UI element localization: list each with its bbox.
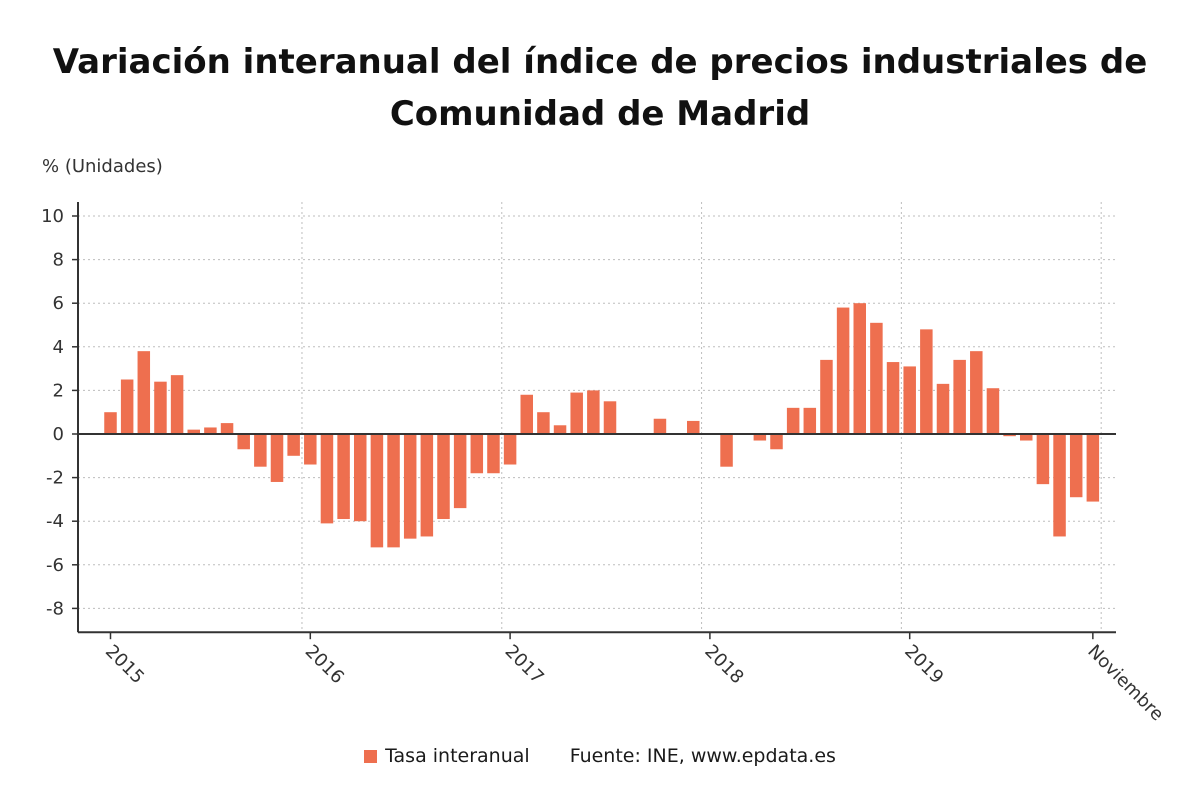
bar[interactable] bbox=[287, 434, 300, 456]
bar[interactable] bbox=[204, 427, 217, 434]
bar[interactable] bbox=[803, 407, 817, 434]
bar[interactable] bbox=[537, 412, 550, 434]
bar[interactable] bbox=[403, 434, 417, 539]
bar[interactable] bbox=[886, 362, 900, 434]
y-tick-labels: 10 8 6 4 2 0 -2 -4 -6 -8 bbox=[41, 206, 64, 619]
grid-lines bbox=[78, 202, 1116, 633]
bar[interactable] bbox=[587, 390, 600, 434]
bar[interactable] bbox=[487, 434, 500, 474]
y-tick-label: 4 bbox=[53, 337, 64, 358]
x-tick-label: Noviembre bbox=[1083, 641, 1167, 725]
bar[interactable] bbox=[170, 375, 184, 434]
legend-label: Tasa interanual bbox=[385, 745, 530, 767]
bar[interactable] bbox=[337, 434, 350, 520]
bar[interactable] bbox=[603, 401, 617, 434]
bar[interactable] bbox=[470, 434, 484, 474]
y-tick-label: -6 bbox=[46, 555, 64, 576]
bar[interactable] bbox=[970, 351, 983, 434]
bar[interactable] bbox=[270, 434, 284, 482]
legend-swatch bbox=[364, 749, 378, 763]
bar[interactable] bbox=[354, 434, 367, 522]
bar[interactable] bbox=[320, 434, 334, 524]
bar[interactable] bbox=[370, 434, 384, 548]
bar[interactable] bbox=[420, 434, 434, 537]
x-tick-label: 2017 bbox=[501, 641, 548, 688]
bar[interactable] bbox=[853, 303, 867, 434]
bar[interactable] bbox=[1036, 434, 1050, 485]
y-tick-label: -2 bbox=[46, 468, 64, 489]
bar[interactable] bbox=[1086, 434, 1100, 502]
bars bbox=[104, 303, 1100, 548]
bar[interactable] bbox=[503, 434, 517, 465]
y-axis-unit-label: % (Unidades) bbox=[42, 156, 163, 177]
bar[interactable] bbox=[1053, 434, 1066, 537]
y-tick-label: 0 bbox=[53, 424, 64, 445]
bar[interactable] bbox=[653, 418, 667, 434]
x-tick-label: 2018 bbox=[700, 641, 747, 688]
bar[interactable] bbox=[553, 425, 567, 434]
x-tick-label: 2019 bbox=[900, 641, 947, 688]
bar[interactable] bbox=[104, 412, 117, 434]
bar[interactable] bbox=[936, 383, 950, 434]
bar[interactable] bbox=[753, 434, 767, 441]
bar[interactable] bbox=[786, 407, 800, 434]
bar[interactable] bbox=[453, 434, 467, 509]
bar[interactable] bbox=[953, 359, 966, 434]
bar[interactable] bbox=[770, 434, 783, 450]
bar[interactable] bbox=[254, 434, 267, 467]
y-tick-label: 2 bbox=[53, 380, 64, 401]
bar[interactable] bbox=[520, 394, 534, 434]
legend-item-tasa-interanual[interactable]: Tasa interanual bbox=[364, 745, 530, 767]
bar[interactable] bbox=[120, 379, 134, 435]
x-tick-label: 2016 bbox=[301, 641, 348, 688]
bar[interactable] bbox=[920, 329, 933, 434]
bar[interactable] bbox=[570, 392, 583, 434]
x-tick-label: 2015 bbox=[101, 641, 148, 688]
bar[interactable] bbox=[1003, 434, 1016, 437]
y-tick-label: -8 bbox=[46, 598, 64, 619]
bar[interactable] bbox=[304, 434, 317, 465]
axes bbox=[72, 202, 1116, 640]
bar[interactable] bbox=[220, 423, 234, 434]
bar[interactable] bbox=[687, 420, 700, 434]
y-tick-label: 8 bbox=[53, 250, 64, 271]
bar[interactable] bbox=[137, 351, 151, 434]
bar[interactable] bbox=[1069, 434, 1083, 498]
y-tick-label: 6 bbox=[53, 293, 64, 314]
bar[interactable] bbox=[986, 388, 1000, 434]
y-tick-label: -4 bbox=[46, 511, 64, 532]
bar[interactable] bbox=[154, 381, 167, 434]
bar[interactable] bbox=[237, 434, 250, 450]
bar[interactable] bbox=[1020, 434, 1033, 441]
chart-title: Variación interanual del índice de preci… bbox=[52, 42, 1148, 134]
bar[interactable] bbox=[870, 322, 883, 434]
bar[interactable] bbox=[820, 359, 833, 434]
bar[interactable] bbox=[387, 434, 400, 548]
bar[interactable] bbox=[720, 434, 733, 467]
bar[interactable] bbox=[836, 307, 850, 434]
legend: Tasa interanual Fuente: INE, www.epdata.… bbox=[0, 745, 1200, 767]
x-tick-labels: 2015 2016 2017 2018 2019 Noviembre bbox=[101, 641, 1168, 725]
bar[interactable] bbox=[437, 434, 450, 520]
source-note: Fuente: INE, www.epdata.es bbox=[569, 745, 836, 767]
y-tick-label: 10 bbox=[41, 206, 64, 227]
bar[interactable] bbox=[187, 429, 201, 434]
bar[interactable] bbox=[903, 366, 916, 434]
